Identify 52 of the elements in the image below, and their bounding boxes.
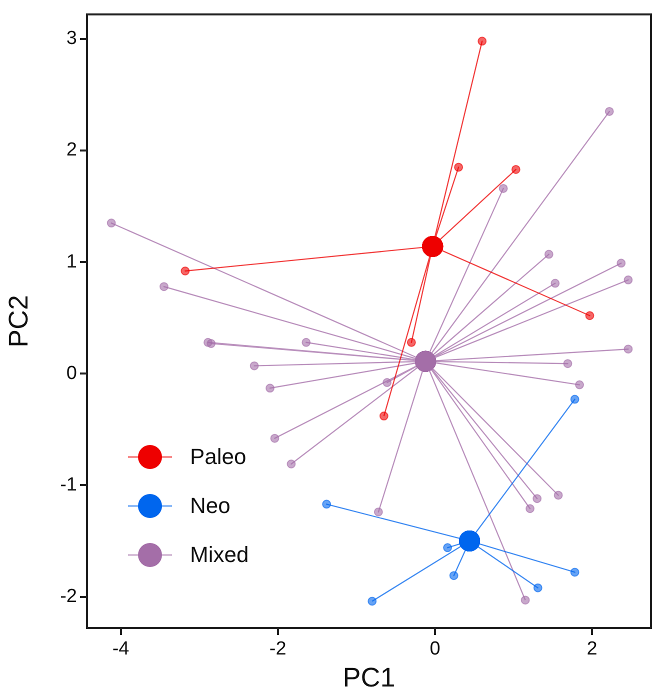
y-tick-label: 1 xyxy=(66,251,77,272)
y-tick-label: 2 xyxy=(66,140,77,161)
legend-label: Paleo xyxy=(190,444,246,470)
point xyxy=(443,543,452,552)
point xyxy=(286,460,296,468)
point xyxy=(406,338,416,347)
point xyxy=(604,106,614,116)
y-axis-title: PC2 xyxy=(4,294,34,348)
point xyxy=(449,571,458,580)
point xyxy=(616,258,626,268)
point xyxy=(498,184,508,193)
point xyxy=(533,583,542,592)
point xyxy=(322,500,332,509)
point xyxy=(250,361,259,370)
point xyxy=(206,339,216,348)
point xyxy=(563,359,572,368)
point xyxy=(554,490,563,500)
y-tick-label: 3 xyxy=(66,28,77,50)
legend-label: Mixed xyxy=(190,542,249,568)
x-tick-label: -4 xyxy=(112,638,130,660)
y-tick-label: -2 xyxy=(60,586,77,607)
point xyxy=(570,394,580,404)
point xyxy=(478,36,487,46)
y-tick-label: 0 xyxy=(66,362,77,384)
point xyxy=(379,412,388,421)
point xyxy=(180,266,190,276)
point xyxy=(550,278,560,288)
point xyxy=(159,282,168,292)
point xyxy=(266,384,275,393)
point xyxy=(624,344,633,354)
point xyxy=(532,494,542,504)
point xyxy=(544,250,554,259)
point xyxy=(368,596,377,606)
point xyxy=(511,164,520,174)
point xyxy=(302,338,311,347)
point xyxy=(624,275,633,284)
point xyxy=(374,507,383,516)
point xyxy=(454,162,464,172)
point xyxy=(520,596,530,605)
x-axis-title: PC1 xyxy=(342,662,396,692)
legend-label: Neo xyxy=(190,492,230,518)
point xyxy=(570,568,580,577)
y-tick-label: -1 xyxy=(60,474,77,496)
point xyxy=(382,378,392,388)
point xyxy=(106,218,116,228)
x-tick-label: 0 xyxy=(430,638,440,660)
point xyxy=(575,380,584,390)
x-tick-label: -2 xyxy=(269,638,286,660)
x-tick-label: 2 xyxy=(586,638,598,660)
point xyxy=(526,504,535,514)
point xyxy=(585,311,594,320)
point xyxy=(270,434,280,443)
